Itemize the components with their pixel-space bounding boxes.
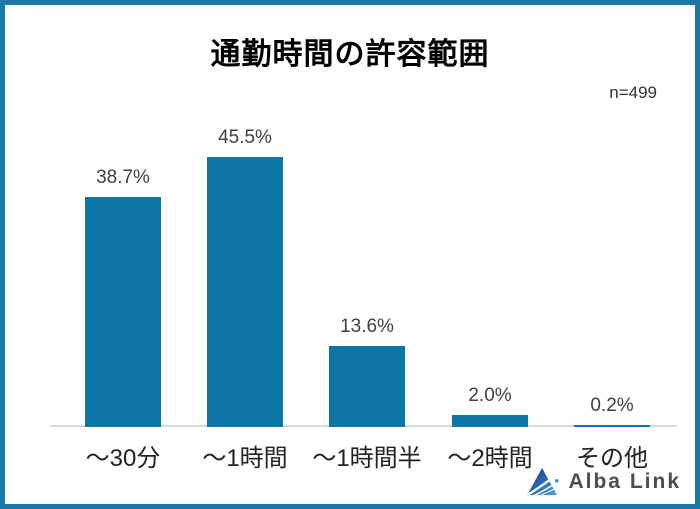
x-axis-label: その他 bbox=[576, 445, 648, 472]
x-axis-label: 〜30分 bbox=[85, 445, 161, 472]
bar-column: 0.2% その他 bbox=[551, 105, 673, 472]
brand-logo-text: Alba Link bbox=[568, 470, 681, 493]
brand-logo: Alba Link bbox=[526, 467, 681, 497]
bar-column: 45.5% 〜1時間 bbox=[184, 105, 306, 472]
sample-size-label: n=499 bbox=[609, 83, 657, 102]
bar-value-label: 45.5% bbox=[218, 127, 272, 148]
bar bbox=[452, 415, 528, 427]
bar bbox=[85, 197, 161, 427]
bar bbox=[574, 425, 650, 427]
x-axis-label: 〜1時間 bbox=[202, 445, 288, 472]
bar-chart: 38.7% 〜30分 45.5% 〜1時間 13.6% 〜1時間半 2.0% 〜2時間 0.2%… bbox=[50, 105, 677, 472]
x-axis-label: 〜1時間半 bbox=[312, 445, 422, 472]
chart-title: 通勤時間の許容範囲 bbox=[210, 38, 490, 71]
bar-value-label: 38.7% bbox=[96, 167, 150, 188]
bar-column: 13.6% 〜1時間半 bbox=[306, 105, 428, 472]
bar-value-label: 13.6% bbox=[340, 316, 394, 337]
alba-link-logo-icon bbox=[527, 467, 560, 496]
bar-column: 2.0% 〜2時間 bbox=[429, 105, 551, 472]
bar-column: 38.7% 〜30分 bbox=[62, 105, 184, 472]
x-axis-label: 〜2時間 bbox=[447, 445, 533, 472]
bar bbox=[207, 157, 283, 427]
bar bbox=[329, 346, 405, 427]
bar-value-label: 2.0% bbox=[468, 385, 512, 406]
bar-value-label: 0.2% bbox=[590, 395, 634, 416]
